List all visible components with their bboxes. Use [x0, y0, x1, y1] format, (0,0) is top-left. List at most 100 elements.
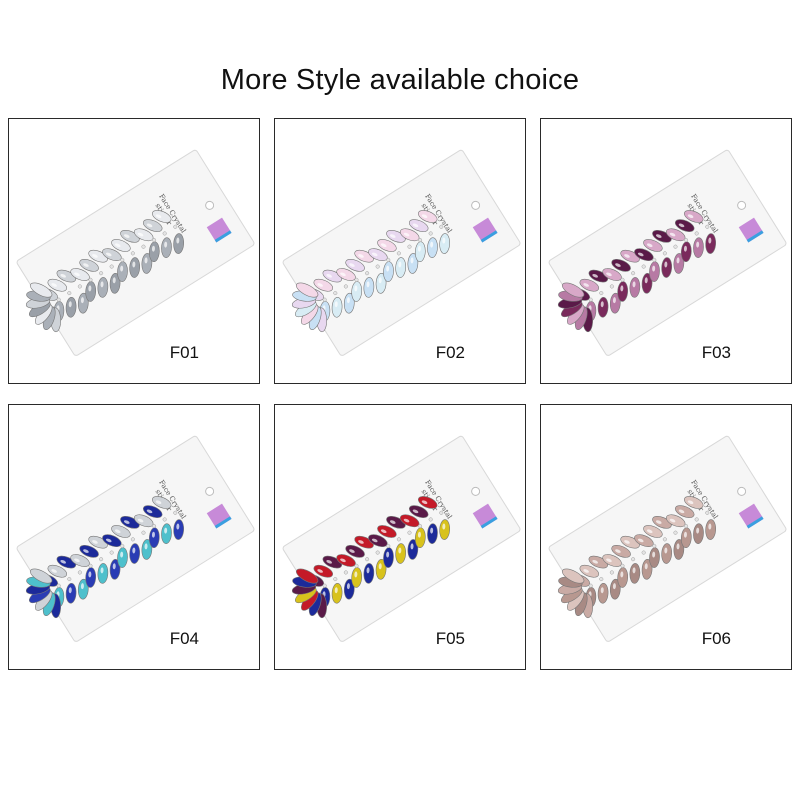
crystal-gem-icon: [152, 210, 172, 223]
gem-highlight: [386, 551, 390, 558]
pearl-dot-icon: [375, 550, 380, 555]
product-card-f03[interactable]: Face Crystalsticker F03: [540, 118, 792, 384]
crystal-gem-icon: [579, 564, 600, 578]
crystal-gem-icon: [418, 210, 438, 223]
pearl-dot-icon: [173, 224, 178, 229]
pearl-dot-icon: [418, 238, 423, 243]
crystal-gem-icon: [161, 523, 172, 544]
gem-highlight: [371, 252, 378, 257]
pearl-dot-icon: [130, 537, 135, 542]
product-image: Face Crystalsticker: [548, 435, 787, 642]
gem-highlight: [417, 245, 421, 252]
sticker-package: Face Crystalsticker: [548, 149, 787, 356]
sticker-package: Face Crystalsticker: [16, 149, 255, 356]
crystal-gem-icon: [109, 273, 121, 294]
gem-highlight: [334, 301, 338, 308]
crystal-gem-icon: [65, 296, 77, 318]
product-card-f06[interactable]: Face Crystalsticker F06: [540, 404, 792, 670]
pearl-dot-icon: [365, 557, 370, 562]
pearl-dot-icon: [109, 264, 114, 269]
crystal-gem-icon: [79, 545, 99, 558]
pearl-dot-icon: [386, 257, 391, 262]
gem-highlight: [669, 518, 676, 523]
crystal-gem-icon: [295, 282, 319, 298]
crystal-gem-icon: [693, 237, 704, 258]
crystal-gem-icon: [129, 543, 141, 564]
product-image: Face Crystalsticker: [282, 149, 521, 356]
product-card-f01[interactable]: Face Crystalsticker F01: [8, 118, 260, 384]
crystal-gem-icon: [705, 519, 716, 540]
gem-highlight: [358, 540, 364, 544]
gem-highlight: [683, 245, 687, 252]
product-card-f02[interactable]: Face Crystalsticker F02: [274, 118, 526, 384]
hang-hole-icon: [471, 200, 481, 210]
pearl-dot-icon: [588, 297, 593, 302]
product-image: Face Crystalsticker: [16, 435, 255, 642]
crystal-gem-icon: [418, 496, 438, 509]
gem-highlight: [620, 571, 624, 578]
gem-highlight: [60, 273, 66, 278]
crystal-gem-icon: [641, 273, 653, 294]
gem-highlight: [74, 558, 80, 563]
gem-highlight: [371, 538, 378, 543]
pearl-dot-icon: [428, 517, 433, 522]
pearl-dot-icon: [599, 291, 604, 296]
crystal-gem-icon: [313, 564, 334, 578]
gem-highlight: [606, 558, 612, 563]
gem-highlight: [403, 232, 410, 237]
gem-highlight: [664, 547, 668, 554]
pearl-dot-icon: [173, 510, 178, 515]
pearl-dot-icon: [56, 583, 61, 588]
pearl-dot-icon: [365, 271, 370, 276]
gem-highlight: [410, 543, 414, 550]
gem-highlight: [80, 297, 84, 304]
product-card-f04[interactable]: Face Crystalsticker F04: [8, 404, 260, 670]
gem-highlight: [146, 509, 153, 514]
gem-highlight: [398, 547, 402, 554]
gem-highlight: [176, 523, 180, 530]
gem-highlight: [105, 252, 112, 257]
crystal-gem-icon: [173, 519, 184, 540]
gem-highlight: [112, 563, 116, 570]
pearl-dot-icon: [673, 530, 678, 535]
product-code: F04: [169, 629, 199, 648]
crystal-gem-icon: [597, 296, 609, 318]
gem-highlight: [421, 214, 428, 218]
gem-highlight: [652, 551, 656, 558]
product-card-f05[interactable]: Face Crystalsticker F05: [274, 404, 526, 670]
gem-highlight: [80, 583, 84, 590]
pearl-dot-icon: [162, 231, 167, 236]
crystal-gem-icon: [97, 277, 109, 298]
pearl-dot-icon: [620, 563, 625, 568]
gem-highlight: [386, 265, 390, 272]
gem-highlight: [410, 257, 414, 264]
gem-highlight: [151, 531, 155, 538]
gem-highlight: [403, 518, 410, 523]
gem-highlight: [632, 281, 636, 288]
gem-highlight: [164, 527, 168, 534]
gem-highlight: [676, 257, 680, 264]
pearl-dot-icon: [386, 543, 391, 548]
crystal-gem-icon: [142, 505, 163, 518]
crystal-gem-icon: [408, 219, 429, 232]
crystal-gem-icon: [611, 545, 631, 558]
gem-highlight: [132, 261, 136, 268]
gem-highlight: [637, 252, 644, 257]
crystal-gem-icon: [377, 239, 397, 252]
gem-highlight: [412, 223, 419, 228]
gem-highlight: [358, 254, 364, 258]
pearl-dot-icon: [631, 271, 636, 276]
pearl-dot-icon: [641, 550, 646, 555]
crystal-gem-icon: [65, 582, 77, 604]
gem-highlight: [144, 543, 148, 550]
gem-highlight: [92, 540, 98, 544]
crystal-gem-icon: [439, 519, 450, 540]
crystal-gem-icon: [705, 233, 716, 254]
crystal-gem-icon: [77, 578, 89, 600]
pearl-dot-icon: [705, 224, 710, 229]
pearl-dot-icon: [375, 264, 380, 269]
pearl-dot-icon: [77, 284, 82, 289]
pearl-dot-icon: [684, 524, 689, 529]
pearl-dot-icon: [99, 557, 104, 562]
pearl-dot-icon: [354, 563, 359, 568]
